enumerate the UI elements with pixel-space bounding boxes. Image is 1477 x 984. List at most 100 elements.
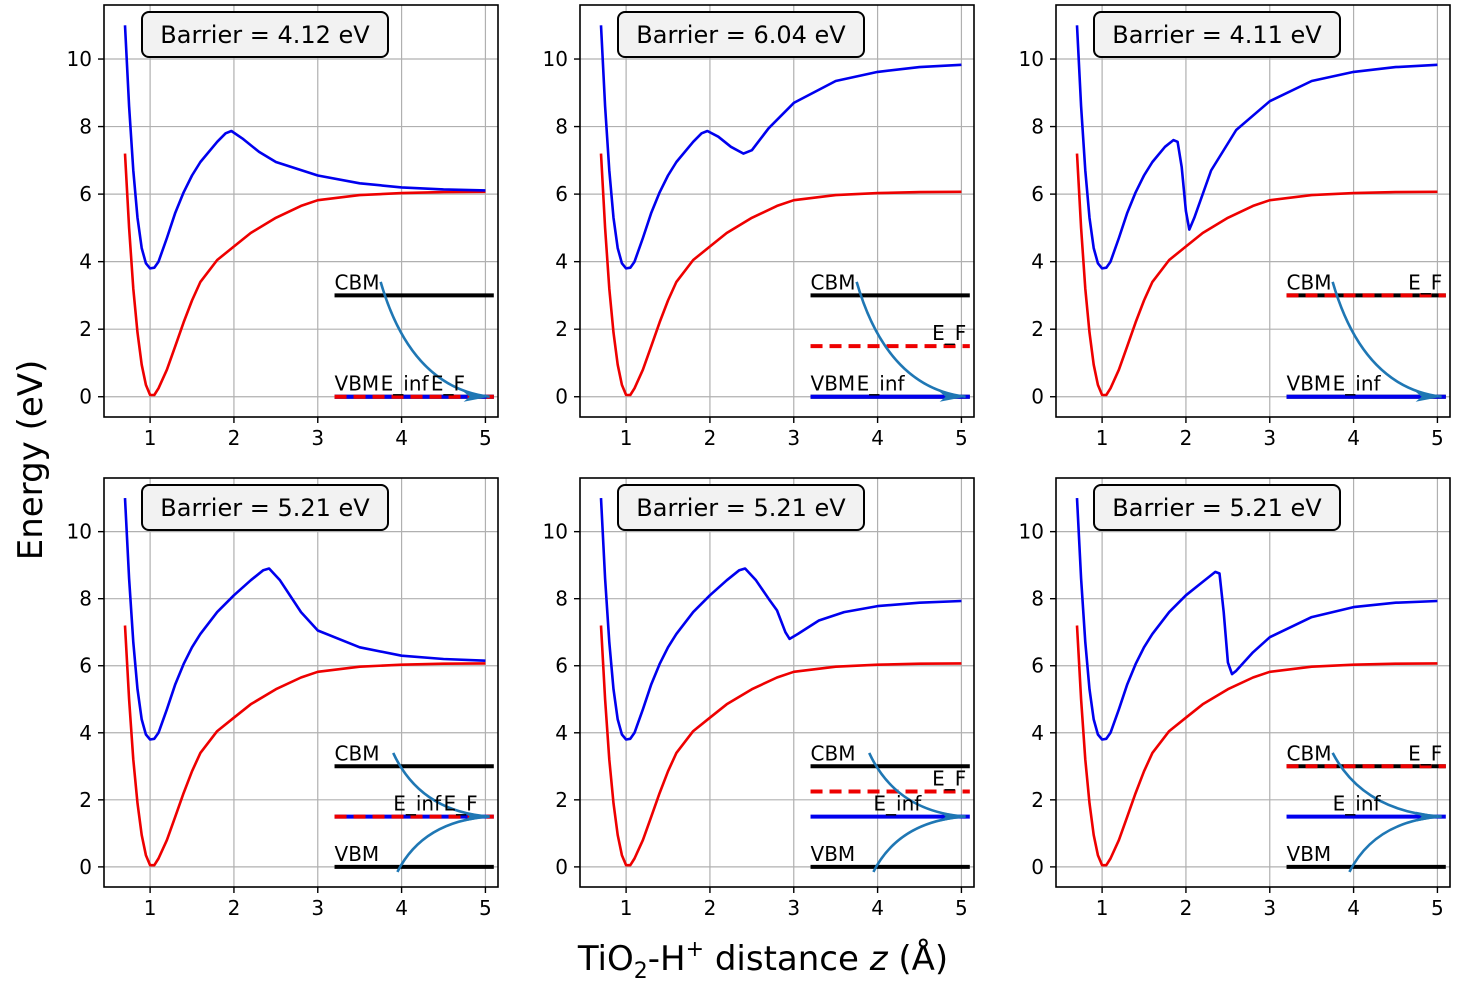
axes-frame: [103, 477, 499, 888]
x-tick-label: 1: [144, 896, 157, 920]
series-line-lower: [123, 153, 486, 397]
level-label: CBM: [1287, 270, 1332, 294]
x-tick-label: 2: [1180, 896, 1193, 920]
x-tick-label: 4: [871, 896, 884, 920]
x-label-text: distance: [704, 939, 870, 979]
x-tick-label: 3: [311, 896, 324, 920]
y-tick-label: 6: [1031, 182, 1044, 206]
x-tick-label: 4: [395, 426, 408, 450]
level-label: E_F: [932, 766, 966, 790]
series-line-lower: [123, 625, 486, 867]
axes-frame: [579, 477, 975, 888]
barrier-label: Barrier = 5.21 eV: [636, 494, 846, 522]
axes-frame: [103, 4, 499, 418]
y-tick-label: 4: [79, 250, 92, 274]
level-label: E_F: [444, 792, 478, 816]
y-tick-label: 0: [79, 855, 92, 879]
y-tick-label: 10: [1019, 520, 1044, 544]
x-tick-label: 3: [311, 426, 324, 450]
plot-area: [123, 25, 494, 402]
y-tick-label: 8: [555, 587, 568, 611]
y-tick-label: 6: [555, 182, 568, 206]
chart-panel-top-right: CBM E_F VBM E_inf 1 2 3 4 5 0 2 4 6 8 10 Barrier = 4.11…: [1019, 4, 1451, 450]
band-bending-curve: [1331, 281, 1442, 399]
y-tick-label: 2: [79, 317, 92, 341]
y-tick-label: 10: [67, 47, 92, 71]
x-tick-label: 5: [479, 426, 492, 450]
band-bending-curve-lower: [1348, 815, 1442, 873]
series-line-upper: [1075, 498, 1438, 741]
x-label-sub: 2: [634, 959, 648, 984]
level-label: E_F: [1408, 741, 1442, 765]
y-tick-label: 2: [1031, 788, 1044, 812]
x-tick-label: 3: [1263, 896, 1276, 920]
y-tick-label: 8: [555, 115, 568, 139]
level-label: CBM: [335, 270, 380, 294]
series-line-upper: [123, 498, 486, 741]
y-axis-label: Energy (eV): [11, 360, 51, 561]
level-label: CBM: [1287, 741, 1332, 765]
barrier-label-box: [141, 484, 389, 531]
level-label: CBM: [335, 741, 380, 765]
chart-panel-top-center: CBM E_F VBM E_inf 1 2 3 4 5 0 2 4 6 8 10 Barrier = 6.04…: [543, 4, 975, 450]
y-tick-label: 0: [1031, 855, 1044, 879]
x-tick-label: 2: [228, 896, 241, 920]
y-tick-label: 4: [1031, 721, 1044, 745]
band-bending-curve-lower: [396, 815, 490, 873]
y-tick-label: 4: [555, 250, 568, 274]
level-label: E_F: [431, 372, 465, 396]
plot-area: [123, 498, 494, 873]
x-tick-label: 1: [1096, 426, 1109, 450]
axes-frame: [1055, 4, 1451, 418]
x-tick-label: 2: [704, 426, 717, 450]
x-tick-label: 2: [1180, 426, 1193, 450]
barrier-label: Barrier = 5.21 eV: [160, 494, 370, 522]
series-line-upper: [123, 25, 486, 270]
y-tick-label: 10: [543, 520, 568, 544]
y-tick-label: 10: [543, 47, 568, 71]
y-tick-label: 2: [555, 317, 568, 341]
barrier-label: Barrier = 6.04 eV: [636, 21, 846, 49]
x-tick-label: 5: [955, 426, 968, 450]
x-label-unit: (Å): [888, 938, 949, 979]
level-label: CBM: [811, 741, 856, 765]
x-label-mid: -H: [648, 939, 686, 979]
x-tick-label: 3: [787, 896, 800, 920]
series-line-lower: [599, 153, 962, 397]
level-label: E_inf: [393, 792, 442, 816]
y-tick-label: 10: [67, 520, 92, 544]
axes-frame: [579, 4, 975, 418]
y-tick-label: 8: [1031, 115, 1044, 139]
barrier-label-box: [141, 11, 389, 58]
x-tick-label: 3: [1263, 426, 1276, 450]
series-line-upper: [599, 25, 962, 270]
axes-frame: [1055, 477, 1451, 888]
plot-area: [1075, 498, 1446, 873]
x-tick-label: 1: [620, 426, 633, 450]
x-tick-label: 5: [479, 896, 492, 920]
level-label: VBM: [335, 842, 380, 866]
x-tick-label: 5: [1431, 426, 1444, 450]
x-tick-label: 4: [395, 896, 408, 920]
x-tick-label: 2: [704, 896, 717, 920]
x-label-var: z: [869, 939, 889, 979]
barrier-label-box: [1093, 484, 1341, 531]
x-tick-label: 4: [871, 426, 884, 450]
level-label: E_inf: [381, 372, 430, 396]
level-label: VBM: [811, 842, 856, 866]
series-line-lower: [599, 625, 962, 867]
x-axis-label: TiO2-H+ distance z (Å): [577, 937, 948, 984]
y-tick-label: 6: [555, 654, 568, 678]
band-bending-curve-lower: [872, 815, 966, 873]
arrow-head: [1415, 811, 1442, 822]
y-tick-label: 4: [1031, 250, 1044, 274]
x-tick-label: 5: [955, 896, 968, 920]
x-tick-label: 2: [228, 426, 241, 450]
x-tick-label: 3: [787, 426, 800, 450]
level-label: VBM: [335, 372, 380, 396]
y-tick-label: 0: [79, 385, 92, 409]
barrier-label-box: [1093, 11, 1341, 58]
level-label: VBM: [1287, 372, 1332, 396]
